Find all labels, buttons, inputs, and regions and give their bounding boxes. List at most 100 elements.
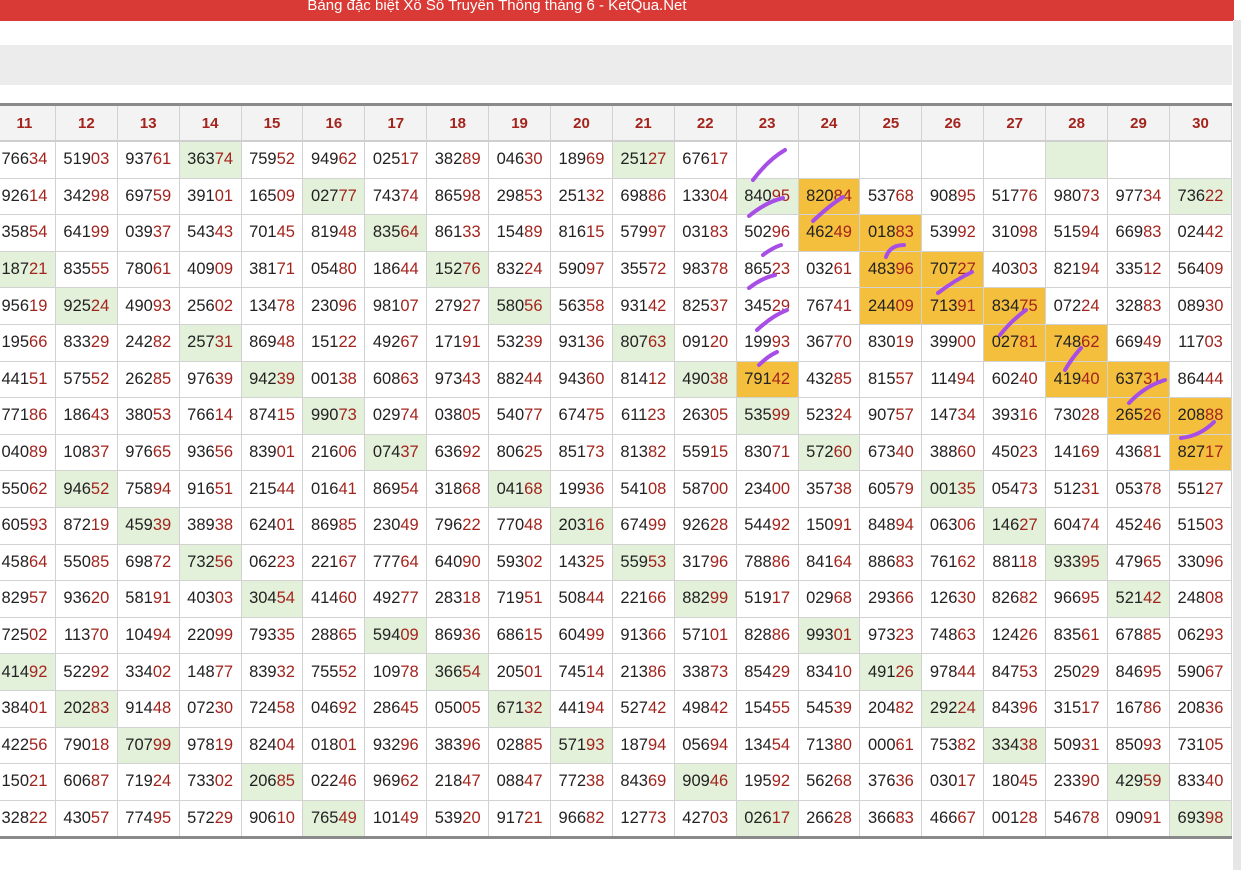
number-tail: 42 bbox=[709, 699, 729, 718]
number-head: 248 bbox=[1177, 589, 1206, 608]
result-cell: 33096 bbox=[1168, 543, 1233, 582]
result-cell: 24808 bbox=[1168, 580, 1233, 618]
result-cell: 54108 bbox=[611, 470, 675, 508]
number-head: 522 bbox=[63, 662, 91, 681]
result-cell: 06293 bbox=[1168, 616, 1233, 655]
number-head: 230 bbox=[372, 516, 401, 535]
number-tail: 35 bbox=[957, 479, 976, 498]
number-tail: 95 bbox=[1081, 552, 1100, 571]
result-cell: 45246 bbox=[1107, 506, 1170, 545]
result-cell bbox=[1045, 140, 1109, 179]
number-head: 847 bbox=[991, 662, 1020, 681]
number-head: 265 bbox=[1115, 406, 1144, 425]
number-tail: 61 bbox=[895, 735, 914, 754]
number-tail: 63 bbox=[400, 369, 419, 388]
result-cell: 86954 bbox=[364, 470, 428, 508]
number-tail: 91 bbox=[833, 516, 852, 535]
result-cell: 42703 bbox=[673, 799, 737, 839]
result-cell: 14169 bbox=[1045, 433, 1109, 472]
day-header-17: 17 bbox=[364, 104, 428, 142]
number-head: 018 bbox=[867, 223, 896, 242]
result-cell: 73622 bbox=[1168, 177, 1233, 216]
result-cell: 81557 bbox=[859, 360, 923, 399]
number-head: 091 bbox=[682, 333, 710, 352]
result-cell: 87415 bbox=[240, 397, 304, 435]
day-header-22: 22 bbox=[673, 104, 737, 142]
number-tail: 21 bbox=[29, 772, 48, 791]
number-tail: 51 bbox=[524, 589, 543, 608]
number-head: 187 bbox=[1, 260, 30, 279]
result-cell: 15489 bbox=[488, 214, 552, 252]
number-tail: 27 bbox=[1019, 516, 1038, 535]
number-head: 216 bbox=[310, 443, 339, 462]
number-tail: 78 bbox=[400, 662, 419, 681]
number-head: 544 bbox=[744, 516, 772, 535]
number-tail: 58 bbox=[586, 296, 605, 315]
number-tail: 19 bbox=[90, 516, 110, 535]
number-tail: 09 bbox=[400, 626, 419, 645]
result-cell: 73105 bbox=[1168, 726, 1233, 765]
number-head: 835 bbox=[372, 223, 401, 242]
number-head: 864 bbox=[1177, 369, 1206, 388]
number-tail: 90 bbox=[1081, 772, 1100, 791]
result-cell: 13454 bbox=[735, 726, 799, 765]
result-cell: 55062 bbox=[0, 470, 56, 508]
number-tail: 05 bbox=[462, 406, 481, 425]
number-head: 242 bbox=[125, 333, 153, 352]
result-cell: 53599 bbox=[735, 397, 799, 435]
number-head: 713 bbox=[929, 296, 958, 315]
result-cell: 48396 bbox=[859, 250, 923, 289]
number-tail: 41 bbox=[833, 296, 852, 315]
number-head: 590 bbox=[1177, 662, 1206, 681]
number-tail: 42 bbox=[1143, 589, 1162, 608]
number-head: 523 bbox=[806, 406, 834, 425]
result-cell: 97734 bbox=[1107, 177, 1170, 216]
result-cell: 60240 bbox=[983, 360, 1047, 399]
number-head: 027 bbox=[991, 333, 1020, 352]
number-tail: 48 bbox=[276, 333, 295, 352]
table-row: 19566 83329 24282 25731 86948 15122 49267 17191… bbox=[0, 323, 1233, 362]
scrollbar[interactable] bbox=[1233, 20, 1241, 870]
number-tail: 61 bbox=[833, 260, 852, 279]
result-cell: 69886 bbox=[611, 177, 675, 216]
number-head: 046 bbox=[496, 150, 525, 169]
number-head: 933 bbox=[1053, 552, 1082, 571]
day-header-30: 30 bbox=[1168, 104, 1233, 142]
number-head: 697 bbox=[125, 186, 153, 205]
number-tail: 49 bbox=[400, 808, 419, 827]
number-head: 527 bbox=[620, 699, 648, 718]
number-head: 829 bbox=[1, 589, 30, 608]
result-cell: 97343 bbox=[426, 360, 490, 399]
number-tail: 54 bbox=[462, 662, 481, 681]
number-head: 755 bbox=[310, 662, 339, 681]
number-tail: 71 bbox=[276, 260, 295, 279]
number-tail: 86 bbox=[771, 552, 791, 571]
number-tail: 86 bbox=[29, 406, 48, 425]
number-tail: 70 bbox=[833, 333, 852, 352]
number-head: 869 bbox=[434, 626, 463, 645]
number-tail: 96 bbox=[1205, 552, 1224, 571]
number-head: 028 bbox=[496, 735, 525, 754]
number-head: 882 bbox=[682, 589, 710, 608]
result-cell: 45023 bbox=[983, 433, 1047, 472]
number-head: 707 bbox=[125, 735, 153, 754]
number-head: 559 bbox=[620, 552, 648, 571]
number-tail: 93 bbox=[29, 516, 48, 535]
number-head: 090 bbox=[1115, 808, 1144, 827]
result-cell: 07437 bbox=[364, 433, 428, 472]
number-head: 966 bbox=[1053, 589, 1082, 608]
result-cell: 67340 bbox=[859, 433, 923, 472]
result-cell: 21606 bbox=[302, 433, 366, 472]
number-head: 204 bbox=[867, 699, 896, 718]
result-cell bbox=[797, 140, 861, 179]
number-tail: 74 bbox=[214, 150, 234, 169]
number-tail: 02 bbox=[524, 552, 543, 571]
number-tail: 60 bbox=[833, 443, 852, 462]
number-head: 342 bbox=[63, 186, 91, 205]
number-tail: 23 bbox=[647, 406, 666, 425]
number-tail: 55 bbox=[90, 260, 110, 279]
number-head: 743 bbox=[372, 186, 401, 205]
number-tail: 31 bbox=[1081, 735, 1100, 754]
result-cell: 44194 bbox=[550, 689, 613, 728]
number-head: 293 bbox=[867, 589, 896, 608]
